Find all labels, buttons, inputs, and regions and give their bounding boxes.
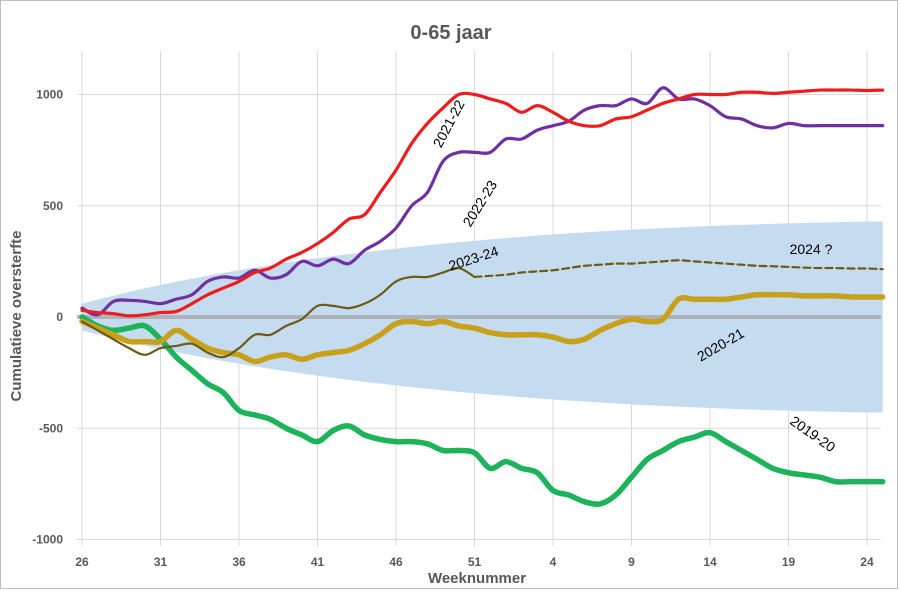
x-tick-label: 31 xyxy=(154,555,168,569)
y-tick-label: -500 xyxy=(39,421,63,435)
series-line-2024 xyxy=(473,259,884,279)
series-line-2021-22 xyxy=(80,88,885,318)
x-tick-label: 26 xyxy=(75,555,89,569)
x-tick-label: 9 xyxy=(628,555,635,569)
series-line-2019-20 xyxy=(79,314,886,507)
y-axis-label: Cumulatieve oversterfte xyxy=(8,231,25,402)
x-tick-label: 4 xyxy=(550,555,557,569)
y-tick-label: 500 xyxy=(43,199,63,213)
plot-area: 26 31 36 41 46 51 4 9 14 19 24 1000 500 0 -500 -1000 202… xyxy=(32,51,886,569)
x-tick-label: 19 xyxy=(782,555,796,569)
y-tick-label: 1000 xyxy=(36,88,63,102)
y-tick-label: -1000 xyxy=(32,533,63,547)
series-line-2023-24 xyxy=(80,266,476,359)
y-tick-label: 0 xyxy=(56,310,63,324)
series-line-2022-23 xyxy=(80,86,885,317)
x-tick-label: 41 xyxy=(311,555,325,569)
x-axis-label: Weeknummer xyxy=(428,570,526,587)
x-tick-label: 36 xyxy=(232,555,246,569)
annotation-2024: 2024 ? xyxy=(790,241,833,257)
x-tick-label: 46 xyxy=(389,555,403,569)
chart-title: 0-65 jaar xyxy=(410,22,491,44)
series-line-2020-21 xyxy=(79,291,886,365)
x-tick-label: 51 xyxy=(468,555,482,569)
x-tick-label: 24 xyxy=(860,555,874,569)
x-tick-label: 14 xyxy=(703,555,717,569)
